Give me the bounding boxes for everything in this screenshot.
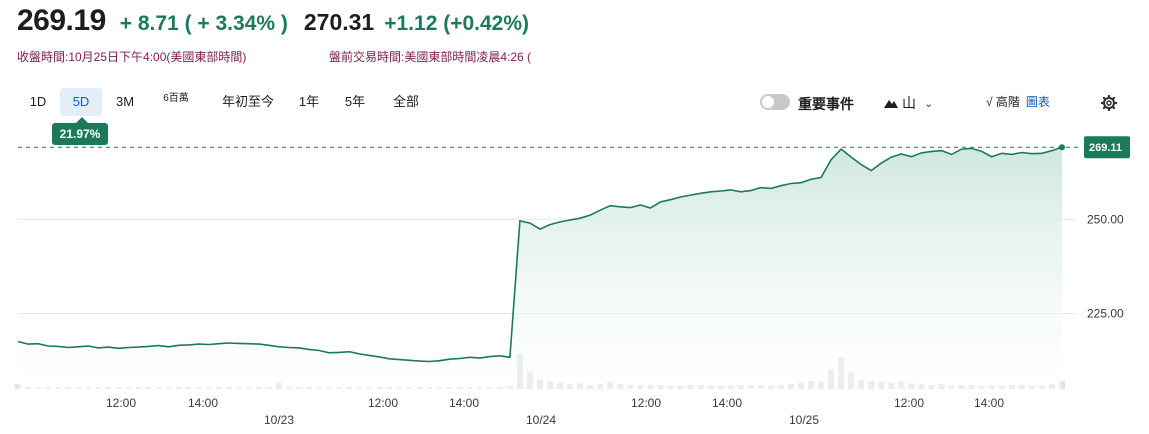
tab-ytd[interactable]: 年初至今 (221, 94, 274, 109)
events-label[interactable]: 重要事件 (798, 96, 854, 112)
period-change-badge: 21.97% (52, 117, 108, 145)
x-tick-label: 14:00 (974, 396, 1004, 410)
tab-1y[interactable]: 1年 (298, 94, 320, 109)
x-tick-label: 12:00 (106, 396, 136, 410)
x-date-label: 10/23 (264, 413, 294, 427)
toggle-knob (762, 96, 774, 108)
price-area (18, 147, 1062, 389)
premarket-price: 270.31 (303, 9, 375, 35)
y-tick-label: 250.00 (1087, 212, 1124, 226)
chart-link[interactable]: 圖表 (1025, 95, 1050, 109)
x-tick-label: 12:00 (368, 396, 398, 410)
last-price-label: 269.11 (1089, 142, 1122, 154)
x-date-label: 10/25 (789, 413, 819, 427)
last-price-tag: 269.11 (1084, 136, 1130, 159)
chart-type-dropdown[interactable]: 山 ⌄ (884, 93, 933, 113)
tab-6m[interactable]: 6百萬 (163, 93, 189, 104)
tab-all[interactable]: 全部 (392, 94, 419, 109)
x-tick-label: 14:00 (712, 396, 742, 410)
quote-header: 269.19 + 8.71 ( + 3.34% ) 270.31 +1.12 (… (17, 4, 529, 38)
premarket-change: +1.12 (+0.42%) (384, 12, 529, 35)
x-tick-label: 14:00 (188, 396, 218, 410)
price-change: + 8.71 ( + 3.34% ) (119, 12, 288, 35)
x-date-label: 10/24 (526, 413, 556, 427)
tab-5y[interactable]: 5年 (344, 94, 366, 109)
y-tick-label: 225.00 (1087, 307, 1124, 321)
advanced-chart[interactable]: √ 高階 圖表 (986, 93, 1050, 110)
x-tick-label: 12:00 (894, 396, 924, 410)
x-tick-label: 12:00 (631, 396, 661, 410)
chevron-down-icon: ⌄ (924, 97, 934, 110)
events-toggle[interactable] (760, 94, 790, 110)
mountain-icon (884, 100, 898, 108)
tab-1d[interactable]: 1D (29, 94, 47, 109)
close-time: 收盤時間:10月25日下午4:00(美國東部時間) (17, 50, 247, 64)
advanced-label: √ 高階 (986, 95, 1020, 109)
tab-5d[interactable]: 5D (60, 88, 102, 116)
last-point-marker (1059, 144, 1065, 151)
chart-type-label: 山 (902, 95, 916, 111)
price-line (17, 146, 1063, 363)
x-tick-label: 14:00 (449, 396, 479, 410)
current-price: 269.19 (17, 4, 106, 37)
premarket-time: 盤前交易時間:美國東部時間凌晨4:26 ( (329, 50, 532, 64)
gear-icon[interactable] (1101, 95, 1117, 111)
tab-3m[interactable]: 3M (115, 94, 135, 109)
